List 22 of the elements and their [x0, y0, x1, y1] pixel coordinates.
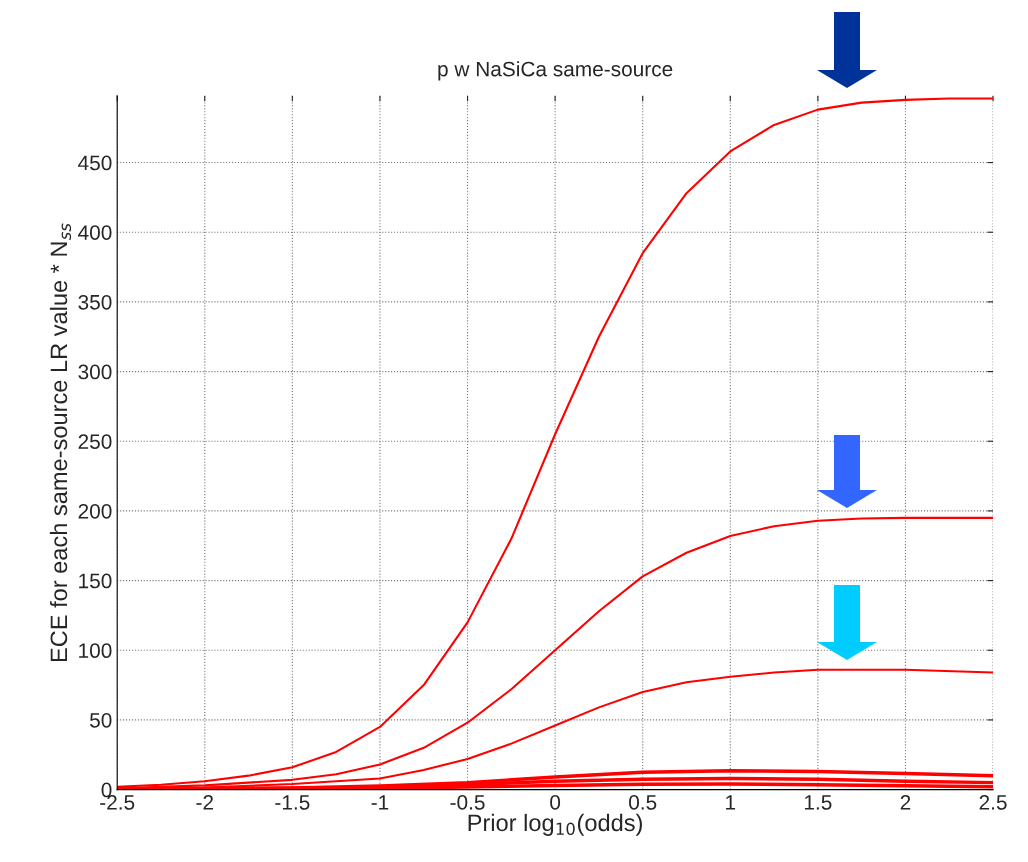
y-tick-label: 200 — [78, 503, 112, 519]
x-tick-label: -2 — [196, 795, 213, 810]
y-tick-label: 300 — [78, 364, 112, 380]
x-tick-label: 0.5 — [629, 795, 657, 810]
y-tick-label: 400 — [78, 225, 112, 240]
y-tick-label: 350 — [78, 294, 112, 310]
x-tick-label: 2 — [900, 795, 911, 810]
x-tick-label: 1 — [726, 795, 736, 810]
x-tick-label: 0 — [550, 795, 561, 810]
x-tick-label: -1.5 — [275, 795, 310, 810]
x-tick-label: -1 — [371, 795, 389, 810]
x-axis-title: Prior log$_{10}$(odds) — [468, 813, 642, 836]
x-tick-label: -0.5 — [450, 795, 485, 810]
y-tick-label: 450 — [78, 155, 112, 171]
y-tick-label: 50 — [89, 712, 112, 728]
y-tick-label: 100 — [79, 643, 112, 659]
y-tick-label: 150 — [79, 573, 112, 589]
y-axis-title: ECE for each same-source LR value * N$_{ss}$ — [49, 223, 72, 662]
x-tick-label: 1.5 — [804, 795, 832, 810]
x-tick-label: 2.5 — [979, 795, 1007, 810]
chart-title: p w NaSiCa same-source — [438, 61, 673, 81]
y-tick-label: 250 — [78, 434, 112, 449]
